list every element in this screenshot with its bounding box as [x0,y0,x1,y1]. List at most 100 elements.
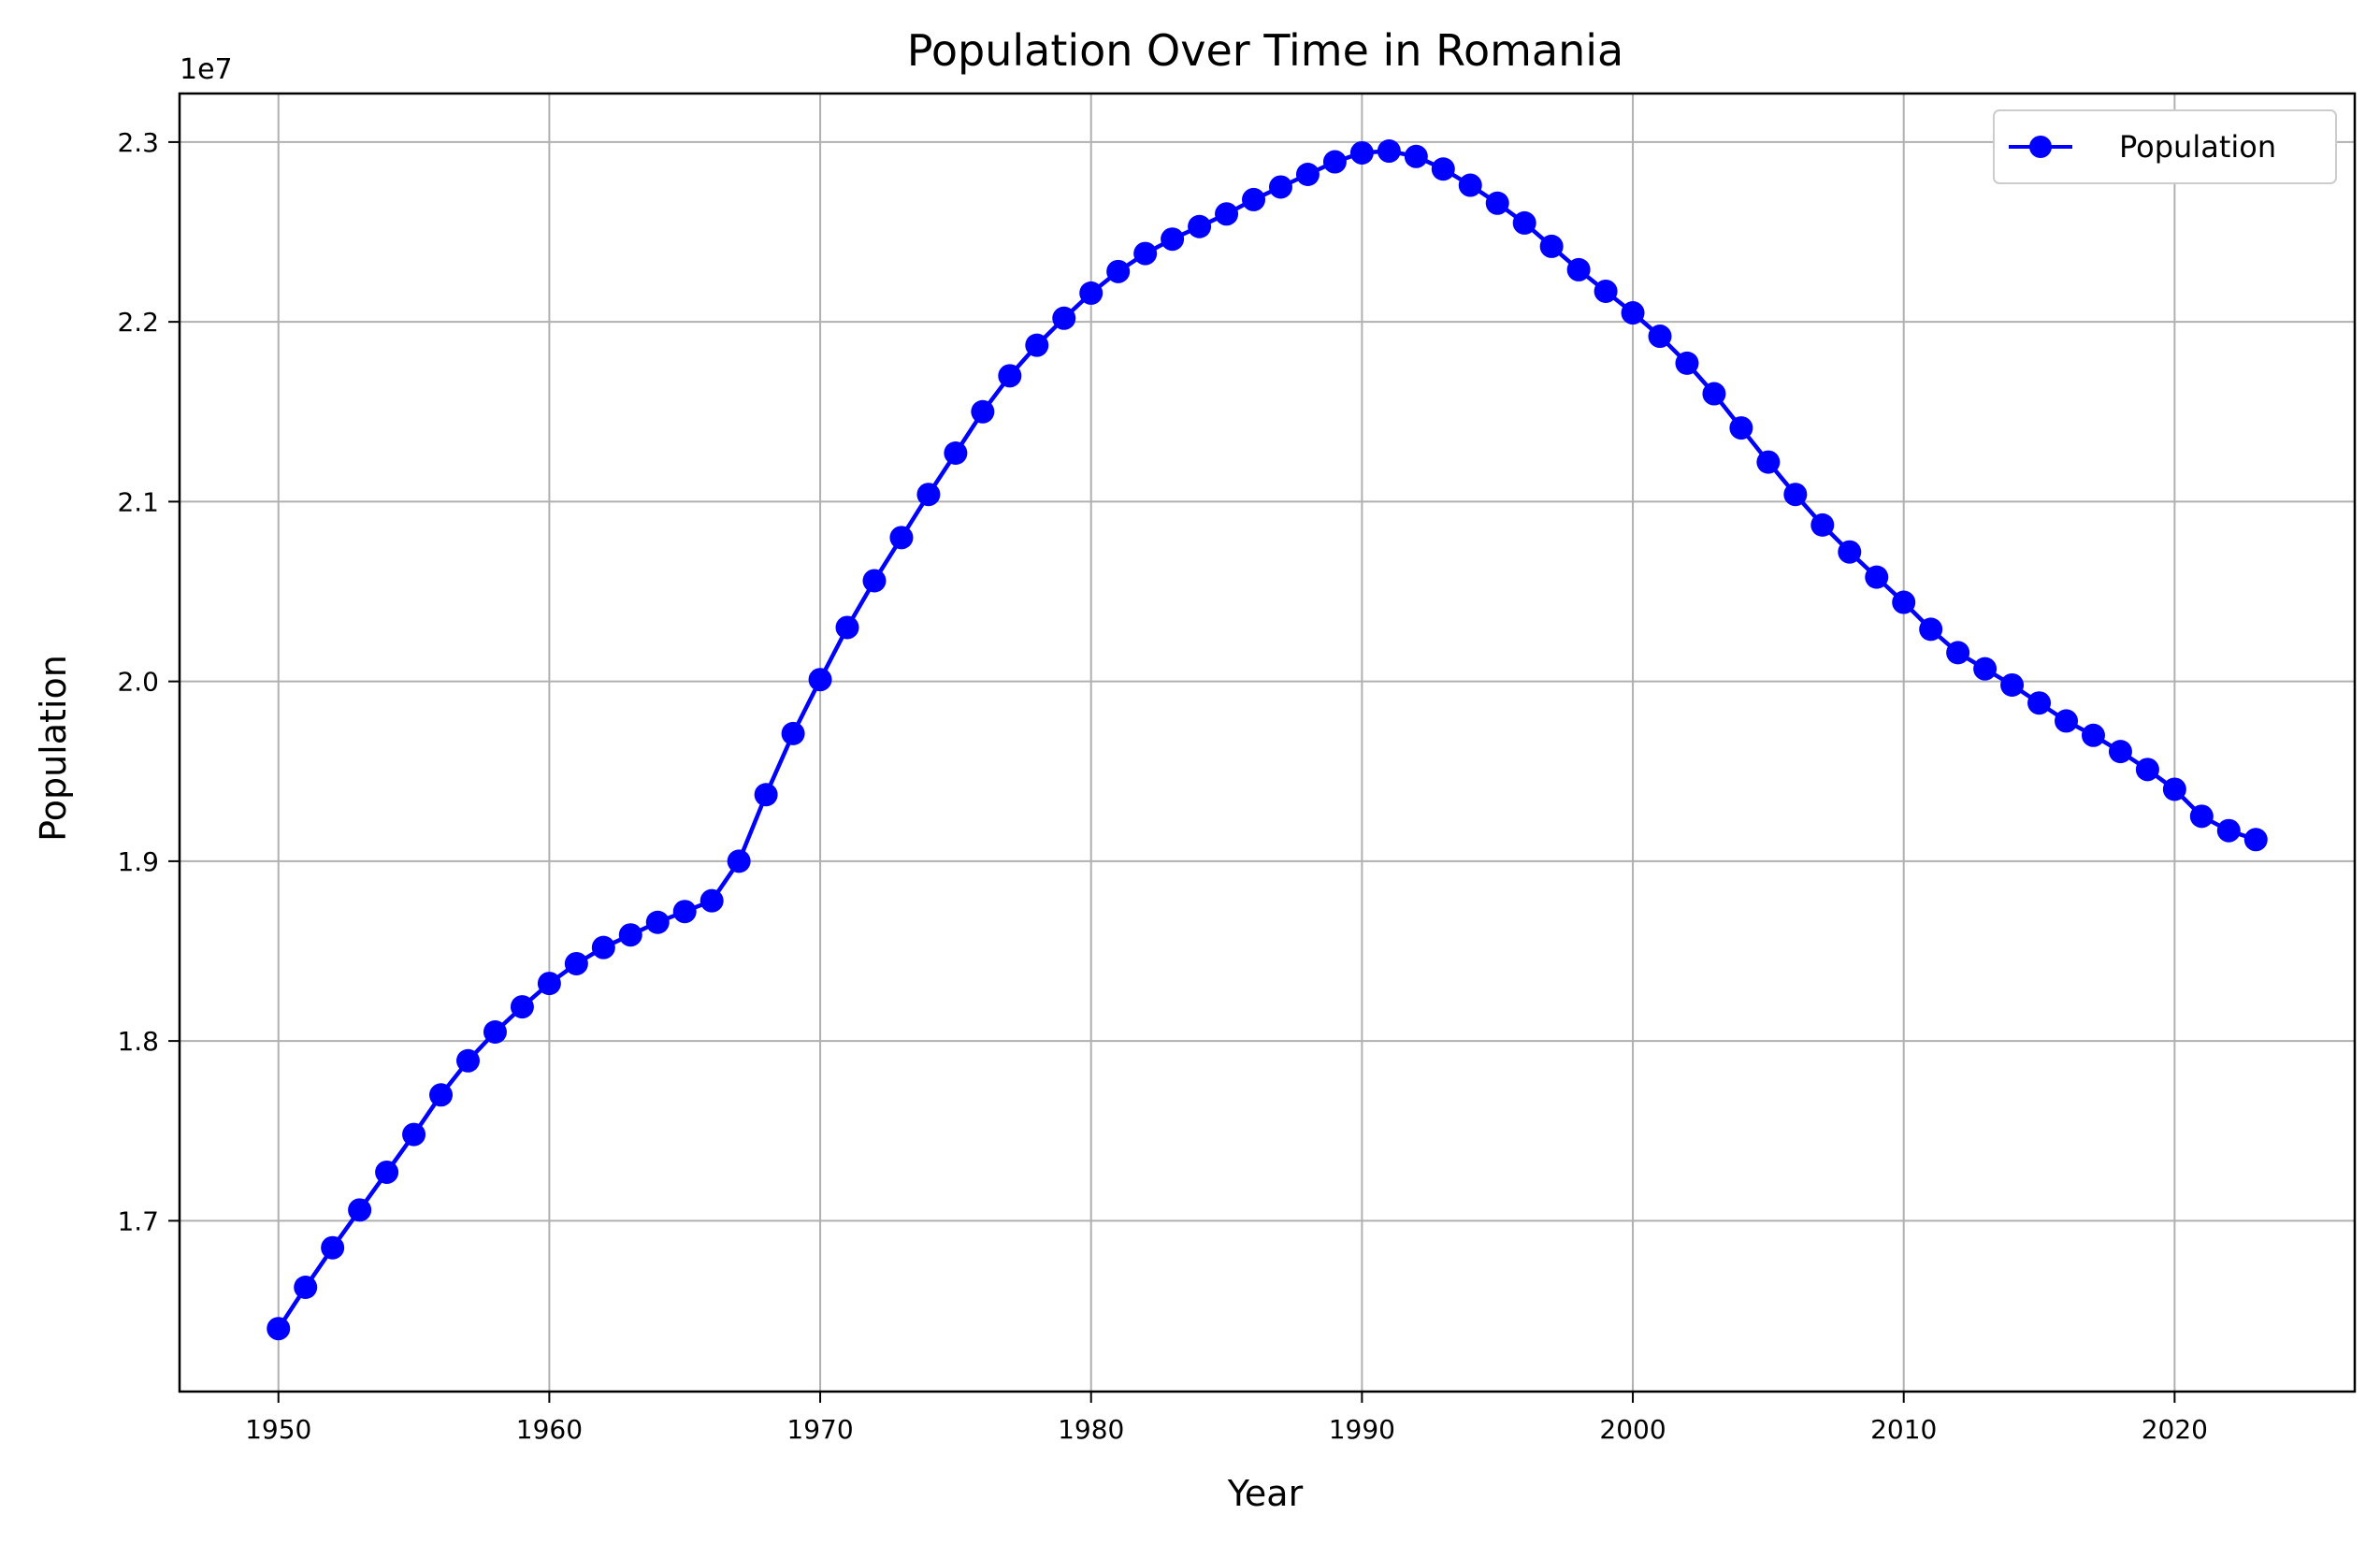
data-point [1161,227,1185,252]
data-point [591,935,615,960]
data-point [1242,187,1266,211]
y-tick-label: 1.9 [117,846,159,877]
y-tick-label: 2.0 [117,667,159,698]
y-tick-label: 2.1 [117,486,159,517]
data-point [808,668,832,692]
data-point [1052,306,1076,330]
data-point [537,972,561,996]
data-point [375,1160,399,1184]
data-point [321,1235,345,1260]
series-population [267,139,2268,1341]
data-point [971,399,995,424]
x-tick-label: 1980 [1058,1414,1124,1445]
data-point [348,1198,372,1222]
data-point [1838,540,1862,564]
data-point [1702,382,1726,406]
data-point [944,440,968,465]
x-tick-label: 2000 [1599,1414,1666,1445]
data-point [1431,157,1455,181]
y-tick-label: 2.3 [117,127,159,158]
data-point [1729,416,1753,440]
data-point [267,1317,291,1341]
data-point [1377,139,1401,164]
data-point [781,721,805,745]
data-point [754,783,778,807]
data-point [1621,301,1645,325]
data-point [1025,333,1049,357]
data-point [700,888,724,913]
data-point [2081,723,2105,747]
data-point [1566,257,1591,281]
data-point [1512,210,1536,235]
y-axis-offset-label: 1e7 [180,53,233,86]
data-point [2055,709,2079,733]
data-point [916,483,941,507]
data-point [2189,804,2214,829]
data-point [618,923,642,947]
data-point [1973,657,1998,681]
data-point [564,951,588,975]
data-point [1322,150,1347,174]
data-point [429,1083,454,1107]
data-point [1892,590,1916,614]
data-point [402,1122,426,1147]
x-tick-label: 2020 [2142,1414,2208,1445]
x-tick-label: 1970 [786,1414,853,1445]
data-point [1865,565,1889,589]
grid-lines [180,94,2355,1392]
data-point [1539,234,1564,258]
data-point [2027,691,2052,715]
data-point [1675,351,1699,375]
data-point [1783,483,1808,507]
data-point [998,364,1022,388]
data-point [1188,214,1212,238]
data-point [2216,818,2241,843]
legend: Population [1993,109,2337,184]
data-point [2108,740,2132,764]
data-point [889,526,914,550]
data-point [2000,672,2025,697]
plot-area-frame [178,92,2357,1393]
data-point [1404,144,1428,168]
chart-title: Population Over Time in Romania [907,25,1623,76]
data-point [1268,175,1292,199]
data-point [1458,173,1482,197]
data-point [1810,512,1835,537]
data-point [1594,279,1618,303]
data-point [1919,617,1943,642]
x-tick-label: 1950 [245,1414,311,1445]
legend-label-population: Population [2119,129,2276,165]
data-point [1079,281,1103,305]
data-point [1756,450,1781,474]
data-point [727,849,751,873]
data-point [645,910,670,934]
data-point [294,1275,318,1299]
data-point [1295,163,1320,187]
y-tick-label: 1.8 [117,1026,159,1057]
x-tick-label: 2010 [1870,1414,1937,1445]
data-point [835,615,859,640]
y-tick-label: 2.2 [117,307,159,338]
data-point [1648,325,1672,349]
data-point [1133,241,1158,266]
x-axis-label: Year [1227,1473,1304,1514]
data-point [862,569,887,593]
data-point [1215,202,1239,226]
axis-ticks: 1950 1960 1970 1980 1990 2000 2010 2020 1.7 1.8 1.… [117,127,2208,1445]
data-point [672,900,697,924]
data-point [2162,777,2186,801]
data-point [1349,140,1374,165]
data-point [1946,641,1970,665]
data-point [1106,259,1131,283]
data-point [510,995,534,1019]
data-point [483,1020,507,1045]
x-tick-label: 1990 [1329,1414,1395,1445]
data-point [455,1048,480,1073]
legend-marker [2029,136,2052,158]
y-axis-label: Population [33,655,74,842]
data-point [1485,191,1509,215]
legend-box [1993,109,2337,184]
